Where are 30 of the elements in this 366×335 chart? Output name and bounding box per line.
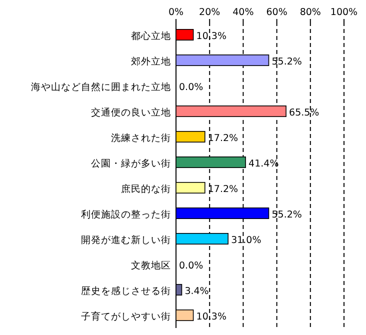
y-tick-label: 洗練された街 xyxy=(111,132,171,144)
x-tick-label: 100% xyxy=(330,7,358,18)
data-label: 17.2% xyxy=(208,184,238,195)
data-label: 10.3% xyxy=(196,311,226,322)
y-tick-label: 郊外立地 xyxy=(131,55,171,68)
x-tick-label: 40% xyxy=(232,7,254,18)
data-label: 31.0% xyxy=(231,234,262,246)
y-tick-label: 歴史を感じさせる街 xyxy=(81,284,171,297)
y-tick-label: 庶民的な街 xyxy=(121,182,171,195)
data-label: 55.2% xyxy=(272,209,302,220)
y-tick-label: 都心立地 xyxy=(131,30,171,42)
data-label: 3.4% xyxy=(184,286,209,297)
data-label: 0.0% xyxy=(179,260,204,272)
data-label: 17.2% xyxy=(208,132,238,144)
data-label: 41.4% xyxy=(248,158,279,170)
data-label: 0.0% xyxy=(179,82,204,93)
x-tick-label: 0% xyxy=(168,7,184,18)
y-tick-label: 海や山など自然に囲まれた立地 xyxy=(31,80,171,93)
y-tick-label: 開発が進む新しい街 xyxy=(81,234,171,246)
y-tick-label: 子育てがしやすい街 xyxy=(81,310,171,322)
y-tick-label: 利便施設の整った街 xyxy=(81,208,171,220)
y-tick-label: 文教地区 xyxy=(131,259,171,272)
x-tick-label: 80% xyxy=(300,7,321,18)
data-label: 55.2% xyxy=(272,56,302,68)
y-tick-label: 公園・緑が多い街 xyxy=(91,157,171,170)
data-label: 65.5% xyxy=(289,107,320,118)
x-tick-label: 20% xyxy=(199,7,220,18)
y-tick-label: 交通便の良い立地 xyxy=(91,106,171,118)
x-tick-label: 60% xyxy=(266,7,288,18)
data-label: 10.3% xyxy=(196,30,226,42)
